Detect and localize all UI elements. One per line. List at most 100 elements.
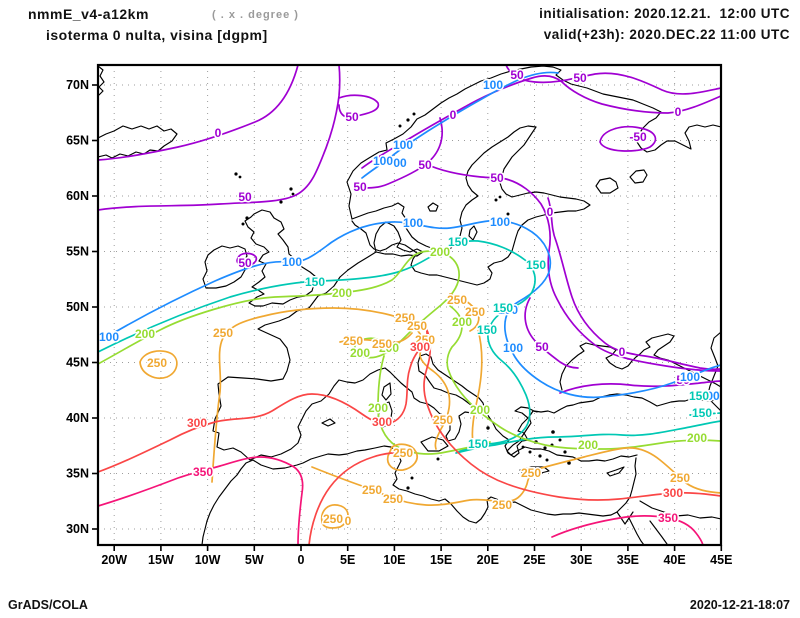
contour-label: 250 — [372, 337, 392, 351]
lon-tick-label: 15W — [148, 553, 174, 567]
contour-label: 0 — [675, 105, 682, 119]
contour-label: 200 — [379, 341, 399, 355]
contour-label: 250 — [323, 512, 343, 526]
contour-label: 100 — [498, 303, 518, 317]
contour-label: 0 — [619, 345, 626, 359]
contour-label: 250 — [670, 471, 690, 485]
contour-label: 250 — [407, 319, 427, 333]
contour-lines — [98, 65, 721, 545]
contour-label: 100 — [282, 255, 302, 269]
contour-label: 50 — [510, 68, 524, 82]
lat-tick-label: 30N — [66, 522, 89, 536]
lon-tick-label: 5E — [340, 553, 355, 567]
map-frame — [96, 63, 723, 547]
lat-tick-label: 60N — [66, 189, 89, 203]
lon-tick-label: 15E — [430, 553, 452, 567]
lon-tick-label: 10E — [383, 553, 405, 567]
contour-label: 150 — [493, 301, 513, 315]
contour-label: 100 — [373, 154, 393, 168]
lat-tick-label: 50N — [66, 300, 89, 314]
contour-label: 150 — [477, 323, 497, 337]
contour-label: 00 — [706, 389, 720, 403]
contour-label: 100 — [490, 215, 510, 229]
lat-tick-label: 40N — [66, 411, 89, 425]
lon-tick-label: 35E — [617, 553, 639, 567]
contour-label: 200 — [687, 431, 707, 445]
contour-label: 100 — [99, 330, 119, 344]
field-title: isoterma 0 nulta, visina [dgpm] — [46, 27, 268, 43]
contour-label: 150 — [468, 437, 488, 451]
contour-label: 350 — [193, 465, 213, 479]
contour-label: 250 — [343, 334, 363, 348]
contour-label: 250 — [213, 326, 233, 340]
creation-timestamp: 2020-12-21-18:07 — [689, 598, 790, 612]
contour-label: 50 — [238, 190, 252, 204]
contour-label: 250 — [465, 305, 485, 319]
contour-label: 250 — [447, 293, 467, 307]
contour-label: 200 — [368, 401, 388, 415]
contour-label: 150 — [305, 275, 325, 289]
contour-label: 100 — [483, 78, 503, 92]
contour-label: 250 — [362, 483, 382, 497]
lat-tick-label: 65N — [66, 134, 89, 148]
contour-label: 250 — [492, 498, 512, 512]
contour-label: 50 — [535, 340, 549, 354]
lon-tick-label: 5W — [245, 553, 264, 567]
contour-label: 150 — [526, 258, 546, 272]
contour-label: 200 — [430, 245, 450, 259]
lon-tick-label: 45E — [710, 553, 732, 567]
contour-label: 300 — [372, 415, 392, 429]
lon-tick-label: 20W — [101, 553, 127, 567]
contour-label: 250 — [383, 492, 403, 506]
contour-label: 100 — [503, 341, 523, 355]
lon-tick-label: 10W — [195, 553, 221, 567]
contour-label: 200 — [452, 315, 472, 329]
contour-label: 200 — [135, 327, 155, 341]
contour-label: 250 — [521, 466, 541, 480]
contour-label: 150 — [692, 406, 712, 420]
contour-label: 0 — [450, 108, 457, 122]
contour-label: 00 — [393, 156, 407, 170]
axis-ticks-and-labels: 20W 15W 10W 5W 0 5E 10E 15E 20E 25E 30E 35E 40E 45E 30… — [66, 78, 732, 567]
contour-label: 250 — [395, 311, 415, 325]
contour-label: 50 — [238, 256, 252, 270]
contour-label: 250 — [433, 413, 453, 427]
contour-label: 50 — [676, 373, 690, 387]
contour-label: 100 — [393, 138, 413, 152]
lat-tick-label: 45N — [66, 356, 89, 370]
lon-tick-label: 0 — [298, 553, 305, 567]
contour-label: 300 — [187, 416, 207, 430]
contour-label: 50 — [345, 110, 359, 124]
initialisation-time: initialisation: 2020.12.21. 12:00 UTC — [539, 6, 790, 21]
valid-time: valid(+23h): 2020.DEC.22 11:00 UTC — [543, 27, 790, 42]
contour-label: 50 — [490, 171, 504, 185]
contour-label: 200 — [350, 346, 370, 360]
contour-label: -50 — [629, 130, 647, 144]
contour-label: 250 — [393, 446, 413, 460]
lon-tick-label: 20E — [477, 553, 499, 567]
lon-tick-label: 40E — [663, 553, 685, 567]
lat-tick-label: 55N — [66, 245, 89, 259]
contour-label: 350 — [658, 511, 678, 525]
contour-label: 0 — [345, 514, 352, 528]
contour-label: 50 — [353, 180, 367, 194]
lon-tick-label: 25E — [523, 553, 545, 567]
lat-tick-label: 70N — [66, 78, 89, 92]
lon-tick-label: 30E — [570, 553, 592, 567]
contour-label: 0 — [215, 126, 222, 140]
contour-label: 100 — [680, 370, 700, 384]
contour-label: 200 — [578, 438, 598, 452]
contour-label: 200 — [470, 403, 490, 417]
contour-label: 50 — [418, 158, 432, 172]
contour-label: 150 — [448, 235, 468, 249]
grid-resolution-note: ( . x . degree ) — [212, 9, 299, 21]
contour-label: 50 — [573, 71, 587, 85]
contour-label: 300 — [663, 486, 683, 500]
contour-label: 150 — [689, 389, 709, 403]
grads-credit: GrADS/COLA — [8, 598, 88, 612]
model-title: nmmE_v4-a12km — [28, 6, 149, 22]
contour-label: 100 — [403, 216, 423, 230]
